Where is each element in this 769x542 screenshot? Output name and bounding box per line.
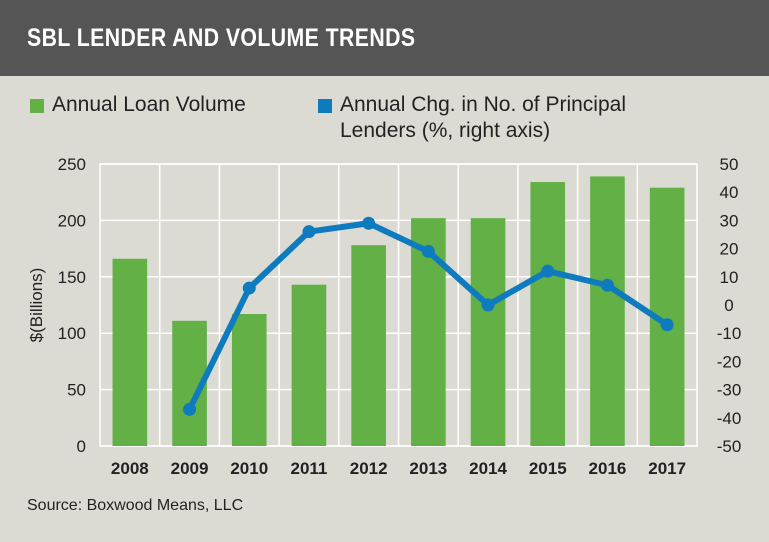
y2-tick-label: 0 bbox=[724, 296, 733, 315]
x-tick-label: 2017 bbox=[648, 459, 686, 478]
x-tick-label: 2016 bbox=[589, 459, 627, 478]
line-point bbox=[362, 216, 376, 230]
y-tick-label: 100 bbox=[58, 324, 86, 343]
bar-2011 bbox=[291, 284, 327, 446]
legend-label-volume: Annual Loan Volume bbox=[52, 93, 246, 116]
legend-label-lenders-1: Annual Chg. in No. of Principal bbox=[340, 93, 626, 116]
line-point bbox=[302, 225, 316, 239]
line-point bbox=[183, 402, 197, 416]
x-tick-label: 2012 bbox=[350, 459, 388, 478]
source-note: Source: Boxwood Means, LLC bbox=[27, 497, 244, 514]
line-point bbox=[600, 278, 614, 292]
legend-label-lenders-2: Lenders (%, right axis) bbox=[340, 119, 551, 142]
line-point bbox=[481, 298, 495, 312]
bar-2008 bbox=[112, 258, 148, 446]
bar-2014 bbox=[470, 218, 506, 446]
x-tick-label: 2010 bbox=[230, 459, 268, 478]
x-tick-label: 2013 bbox=[409, 459, 447, 478]
y2-tick-label: -10 bbox=[717, 324, 742, 343]
x-tick-label: 2011 bbox=[291, 459, 328, 478]
bar-2012 bbox=[351, 245, 386, 446]
line-point bbox=[541, 264, 555, 278]
legend-swatch-bar bbox=[30, 99, 44, 113]
y2-tick-label: -20 bbox=[717, 352, 742, 371]
chart-title: SBL LENDER AND VOLUME TRENDS bbox=[27, 24, 416, 52]
y2-tick-label: -40 bbox=[717, 409, 742, 428]
y2-tick-label: -50 bbox=[717, 437, 742, 456]
y-tick-label: 250 bbox=[58, 155, 86, 174]
legend-swatch-line bbox=[318, 99, 332, 113]
y-tick-label: 50 bbox=[67, 381, 86, 400]
y2-tick-label: 10 bbox=[720, 268, 739, 287]
y-axis-label: $(Billions) bbox=[27, 268, 46, 343]
y2-tick-label: -30 bbox=[717, 381, 742, 400]
bar-2016 bbox=[590, 176, 625, 446]
line-point bbox=[660, 318, 674, 332]
bar-2015 bbox=[530, 182, 566, 446]
line-point bbox=[421, 244, 435, 258]
x-tick-label: 2015 bbox=[529, 459, 567, 478]
title-bar: SBL LENDER AND VOLUME TRENDS bbox=[0, 0, 769, 76]
y2-tick-label: 30 bbox=[720, 211, 739, 230]
y-tick-label: 200 bbox=[58, 211, 86, 230]
x-tick-label: 2014 bbox=[469, 459, 507, 478]
y-tick-label: 150 bbox=[58, 268, 86, 287]
x-tick-label: 2008 bbox=[111, 459, 149, 478]
x-tick-label: 2009 bbox=[171, 459, 209, 478]
line-point bbox=[242, 281, 256, 295]
bar-2010 bbox=[231, 314, 267, 446]
y2-tick-label: 50 bbox=[720, 155, 739, 174]
y2-tick-label: 20 bbox=[720, 240, 739, 259]
y-tick-label: 0 bbox=[77, 437, 86, 456]
y2-tick-label: 40 bbox=[720, 183, 739, 202]
